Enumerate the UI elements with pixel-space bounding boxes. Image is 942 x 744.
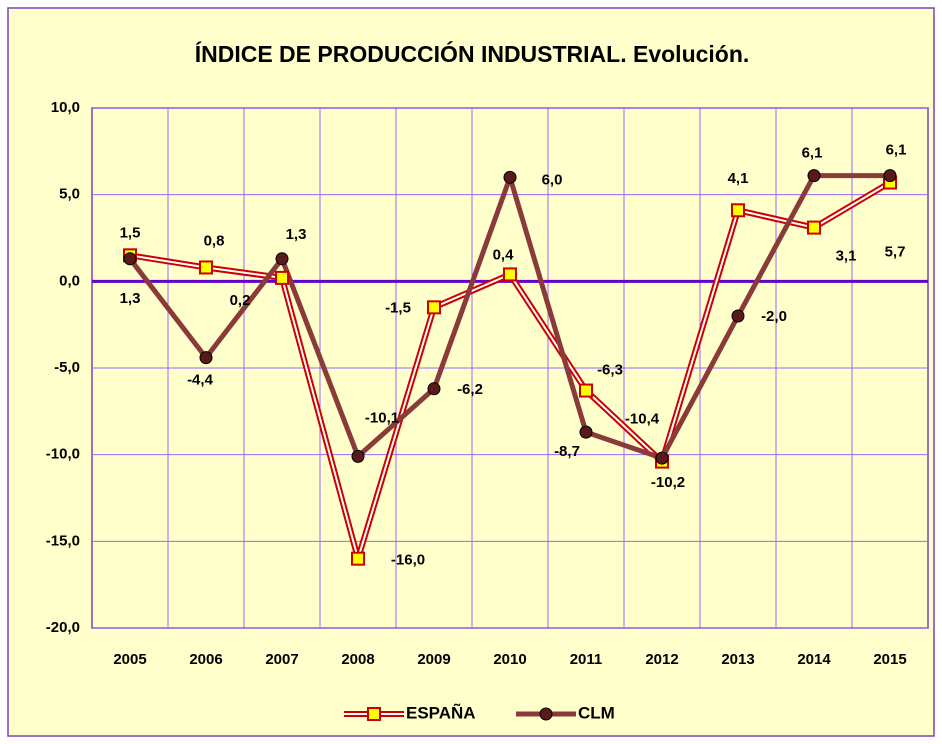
marker <box>275 252 289 266</box>
chart-title: ÍNDICE DE PRODUCCIÓN INDUSTRIAL. Evoluci… <box>195 40 750 67</box>
legend-label: CLM <box>578 703 615 722</box>
data-label: -4,4 <box>187 372 214 389</box>
y-tick-label: 0,0 <box>59 272 80 289</box>
data-label: 0,8 <box>204 232 225 249</box>
legend-label: ESPAÑA <box>406 702 476 722</box>
marker <box>655 451 669 465</box>
data-label: -6,2 <box>457 381 483 398</box>
y-tick-label: 10,0 <box>51 99 80 116</box>
x-tick-label: 2006 <box>189 651 222 668</box>
y-tick-label: 5,0 <box>59 186 80 203</box>
data-label: 0,2 <box>230 292 251 309</box>
data-label: -10,1 <box>365 409 399 426</box>
marker <box>275 270 289 285</box>
data-label: 5,7 <box>885 244 906 261</box>
data-label: 1,5 <box>120 224 141 241</box>
x-tick-label: 2014 <box>797 651 831 668</box>
y-tick-label: -15,0 <box>46 532 80 549</box>
data-label: 6,1 <box>886 142 907 159</box>
marker <box>351 551 365 566</box>
marker <box>199 260 213 275</box>
x-tick-label: 2010 <box>493 651 526 668</box>
data-label: -16,0 <box>391 552 425 569</box>
data-label: 0,4 <box>493 246 515 263</box>
marker <box>883 169 897 183</box>
marker <box>199 351 213 365</box>
marker <box>503 267 517 282</box>
data-label: 4,1 <box>728 170 749 187</box>
data-label: -10,2 <box>651 474 685 491</box>
y-tick-label: -5,0 <box>54 359 80 376</box>
x-tick-label: 2011 <box>570 651 603 668</box>
data-label: 1,3 <box>120 290 141 307</box>
x-tick-label: 2015 <box>873 651 906 668</box>
marker <box>351 449 365 463</box>
legend-marker <box>539 707 553 721</box>
data-label: -1,5 <box>385 299 411 316</box>
data-label: -10,4 <box>625 411 660 428</box>
data-label: -8,7 <box>554 443 580 460</box>
marker <box>427 300 441 315</box>
x-tick-label: 2012 <box>645 651 678 668</box>
marker <box>807 220 821 235</box>
data-label: -2,0 <box>761 308 787 325</box>
legend-marker <box>367 707 381 721</box>
marker <box>731 309 745 323</box>
x-tick-label: 2009 <box>417 651 450 668</box>
data-label: -6,3 <box>597 362 623 379</box>
data-label: 6,1 <box>802 145 823 162</box>
x-tick-label: 2013 <box>721 651 754 668</box>
x-tick-label: 2005 <box>113 651 146 668</box>
marker <box>503 170 517 184</box>
y-tick-label: -20,0 <box>46 619 80 636</box>
data-label: 3,1 <box>836 248 857 265</box>
data-label: 1,3 <box>286 226 307 243</box>
marker <box>427 382 441 396</box>
data-label: 6,0 <box>542 171 563 188</box>
marker <box>579 383 593 398</box>
y-tick-label: -10,0 <box>46 446 80 463</box>
x-tick-label: 2008 <box>341 651 374 668</box>
x-tick-label: 2007 <box>265 651 298 668</box>
marker <box>123 252 137 266</box>
marker <box>731 203 745 218</box>
marker <box>807 169 821 183</box>
marker <box>579 425 593 439</box>
